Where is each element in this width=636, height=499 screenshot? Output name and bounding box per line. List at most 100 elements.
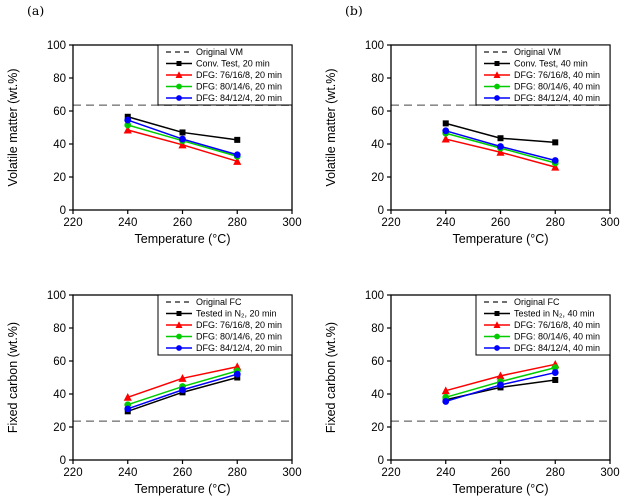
x-tick-label: 240 — [118, 467, 137, 479]
data-point-marker — [123, 392, 132, 401]
legend-label: DFG: 76/16/8, 20 min — [196, 70, 282, 80]
data-point-marker — [179, 386, 186, 394]
data-point-marker — [178, 140, 187, 149]
data-point-marker — [497, 381, 504, 389]
x-tick-label: 280 — [546, 217, 565, 229]
series-dfg-84-12-4-20-min — [124, 370, 241, 413]
y-tick-label: 20 — [371, 172, 384, 184]
series-dfg-84-12-4-40-min — [442, 127, 559, 164]
series-dfg-76-16-8-40-min — [441, 134, 560, 171]
data-point-marker — [494, 333, 500, 340]
y-axis: 0 20 40 60 80 100 — [365, 40, 391, 217]
data-point-marker — [551, 157, 559, 164]
legend-label: DFG: 80/14/6, 20 min — [196, 332, 282, 342]
data-point-marker — [494, 83, 500, 90]
data-point-marker — [552, 139, 559, 146]
x-axis-title: Temperature (°C) — [453, 482, 549, 496]
data-point-marker — [494, 345, 500, 351]
y-tick-label: 0 — [378, 205, 384, 217]
legend-label: DFG: 84/12/4, 20 min — [196, 343, 282, 353]
x-axis-title: Temperature (°C) — [135, 232, 231, 246]
y-tick-label: 0 — [60, 205, 66, 217]
legend-label: Original VM — [514, 47, 561, 57]
y-tick-label: 20 — [53, 172, 66, 184]
y-tick-label: 100 — [47, 290, 66, 302]
data-point-marker — [442, 398, 450, 405]
y-axis: 0 20 40 60 80 100 — [47, 290, 73, 467]
y-axis-title: Volatile matter (wt.%) — [324, 68, 338, 186]
data-point-marker — [124, 405, 132, 413]
legend-label: Original VM — [196, 47, 243, 57]
data-point-marker — [124, 116, 132, 124]
data-point-marker — [178, 373, 187, 382]
y-tick-label: 80 — [371, 73, 384, 85]
data-point-marker — [175, 71, 183, 78]
y-tick-label: 60 — [371, 356, 384, 368]
x-tick-label: 280 — [546, 467, 565, 479]
data-point-marker — [179, 135, 186, 143]
y-tick-label: 40 — [53, 139, 66, 151]
legend-label: DFG: 76/16/8, 40 min — [514, 320, 600, 330]
x-tick-label: 260 — [173, 467, 192, 479]
panel-c: 220 240 260 280 300 0 20 40 60 80 100 Temperature (… — [0, 250, 318, 499]
x-tick-label: 240 — [118, 217, 137, 229]
panel-a: (a) 220 240 260 280 300 0 20 40 60 80 100 Temperatu… — [0, 0, 318, 250]
x-tick-label: 300 — [600, 467, 619, 479]
legend-border — [157, 294, 293, 356]
x-tick-label: 260 — [491, 467, 510, 479]
y-tick-label: 80 — [371, 323, 384, 335]
data-point-marker — [494, 95, 500, 101]
series-dfg-84-12-4-20-min — [124, 116, 241, 159]
x-axis: 220 240 260 280 300 — [63, 460, 302, 479]
panel-d: 220 240 260 280 300 0 20 40 60 80 100 Temperature (… — [318, 250, 636, 499]
legend-label: DFG: 80/14/6, 20 min — [196, 82, 282, 92]
x-tick-label: 220 — [381, 467, 400, 479]
legend-label: DFG: 84/12/4, 40 min — [514, 93, 600, 103]
data-point-marker — [441, 134, 450, 143]
data-point-marker — [496, 147, 505, 156]
data-point-marker — [493, 71, 501, 78]
y-tick-label: 40 — [371, 139, 384, 151]
data-point-marker — [124, 121, 132, 129]
x-tick-label: 260 — [173, 217, 192, 229]
y-tick-label: 60 — [371, 106, 384, 118]
x-tick-label: 220 — [381, 217, 400, 229]
x-tick-label: 220 — [63, 217, 82, 229]
chart-fixed-carbon-40min: 220 240 260 280 300 0 20 40 60 80 100 Temperature (… — [324, 290, 620, 496]
x-axis-title: Temperature (°C) — [135, 482, 231, 496]
data-point-marker — [551, 369, 559, 376]
data-point-marker — [551, 162, 560, 171]
legend-label: Original FC — [514, 297, 560, 307]
legend-label: DFG: 80/14/6, 40 min — [514, 82, 600, 92]
data-point-marker — [176, 61, 182, 66]
data-point-marker — [497, 143, 504, 150]
y-axis: 0 20 40 60 80 100 — [365, 290, 391, 467]
x-axis-title: Temperature (°C) — [453, 232, 549, 246]
y-tick-label: 80 — [53, 323, 66, 335]
y-tick-label: 60 — [53, 356, 66, 368]
x-tick-label: 300 — [282, 217, 301, 229]
y-tick-label: 0 — [60, 455, 66, 467]
data-point-marker — [233, 156, 242, 165]
x-axis: 220 240 260 280 300 — [381, 210, 620, 229]
y-tick-label: 100 — [365, 290, 384, 302]
data-point-marker — [497, 135, 504, 142]
data-point-marker — [123, 125, 132, 134]
x-tick-label: 260 — [491, 217, 510, 229]
x-tick-label: 300 — [282, 467, 301, 479]
data-point-marker — [233, 370, 241, 378]
data-point-marker — [179, 129, 186, 136]
y-tick-label: 0 — [378, 455, 384, 467]
legend-label: Conv. Test, 20 min — [196, 59, 270, 69]
y-axis-title: Volatile matter (wt.%) — [6, 68, 20, 186]
data-point-marker — [496, 371, 505, 380]
data-point-marker — [442, 127, 450, 135]
y-tick-label: 80 — [53, 73, 66, 85]
legend-label: DFG: 84/12/4, 40 min — [514, 343, 600, 353]
data-point-marker — [441, 386, 450, 395]
